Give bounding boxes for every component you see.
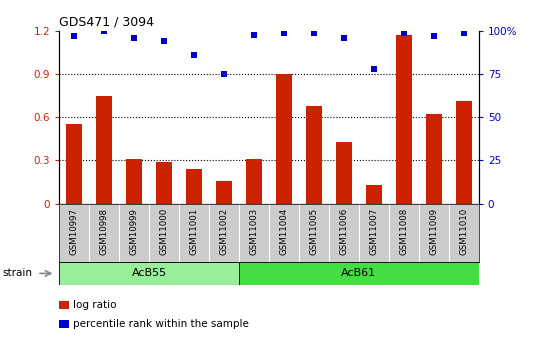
Bar <box>276 74 292 204</box>
Point <box>250 32 258 37</box>
Text: strain: strain <box>3 268 33 278</box>
Bar <box>216 180 232 204</box>
Point <box>370 66 378 72</box>
Text: GSM11005: GSM11005 <box>309 208 318 256</box>
Text: GDS471 / 3094: GDS471 / 3094 <box>59 16 154 29</box>
Bar <box>456 101 472 204</box>
Text: GSM11008: GSM11008 <box>399 208 408 256</box>
Bar <box>395 36 412 204</box>
Text: GSM10998: GSM10998 <box>100 208 109 255</box>
Text: GSM11001: GSM11001 <box>189 208 199 256</box>
Bar <box>96 96 112 204</box>
Text: GSM11004: GSM11004 <box>279 208 288 256</box>
Text: percentile rank within the sample: percentile rank within the sample <box>73 319 249 329</box>
Point <box>190 52 199 58</box>
Point <box>160 39 168 44</box>
Bar <box>186 169 202 204</box>
Text: GSM11002: GSM11002 <box>220 208 229 256</box>
Point <box>100 28 109 34</box>
Text: GSM11007: GSM11007 <box>370 208 378 256</box>
Point <box>280 30 288 36</box>
Bar <box>59 262 239 285</box>
Text: GSM11010: GSM11010 <box>459 208 469 256</box>
Point <box>220 71 228 77</box>
Text: GSM11006: GSM11006 <box>339 208 349 256</box>
Point <box>339 35 348 41</box>
Bar <box>126 159 143 204</box>
Text: GSM11003: GSM11003 <box>250 208 259 256</box>
Bar <box>306 106 322 204</box>
Bar <box>336 142 352 204</box>
Point <box>400 30 408 36</box>
Text: AcB61: AcB61 <box>341 268 377 278</box>
Text: GSM11000: GSM11000 <box>160 208 168 256</box>
Text: GSM10997: GSM10997 <box>69 208 79 255</box>
Point <box>310 30 318 36</box>
Text: AcB55: AcB55 <box>131 268 167 278</box>
Point <box>130 35 138 41</box>
Bar <box>239 262 479 285</box>
Bar <box>366 185 382 204</box>
Bar <box>156 162 172 204</box>
Text: log ratio: log ratio <box>73 300 116 310</box>
Bar <box>426 115 442 204</box>
Bar <box>66 125 82 204</box>
Point <box>429 33 438 39</box>
Point <box>459 30 468 36</box>
Text: GSM11009: GSM11009 <box>429 208 438 255</box>
Point <box>70 33 79 39</box>
Text: GSM10999: GSM10999 <box>130 208 139 255</box>
Bar <box>246 159 262 204</box>
